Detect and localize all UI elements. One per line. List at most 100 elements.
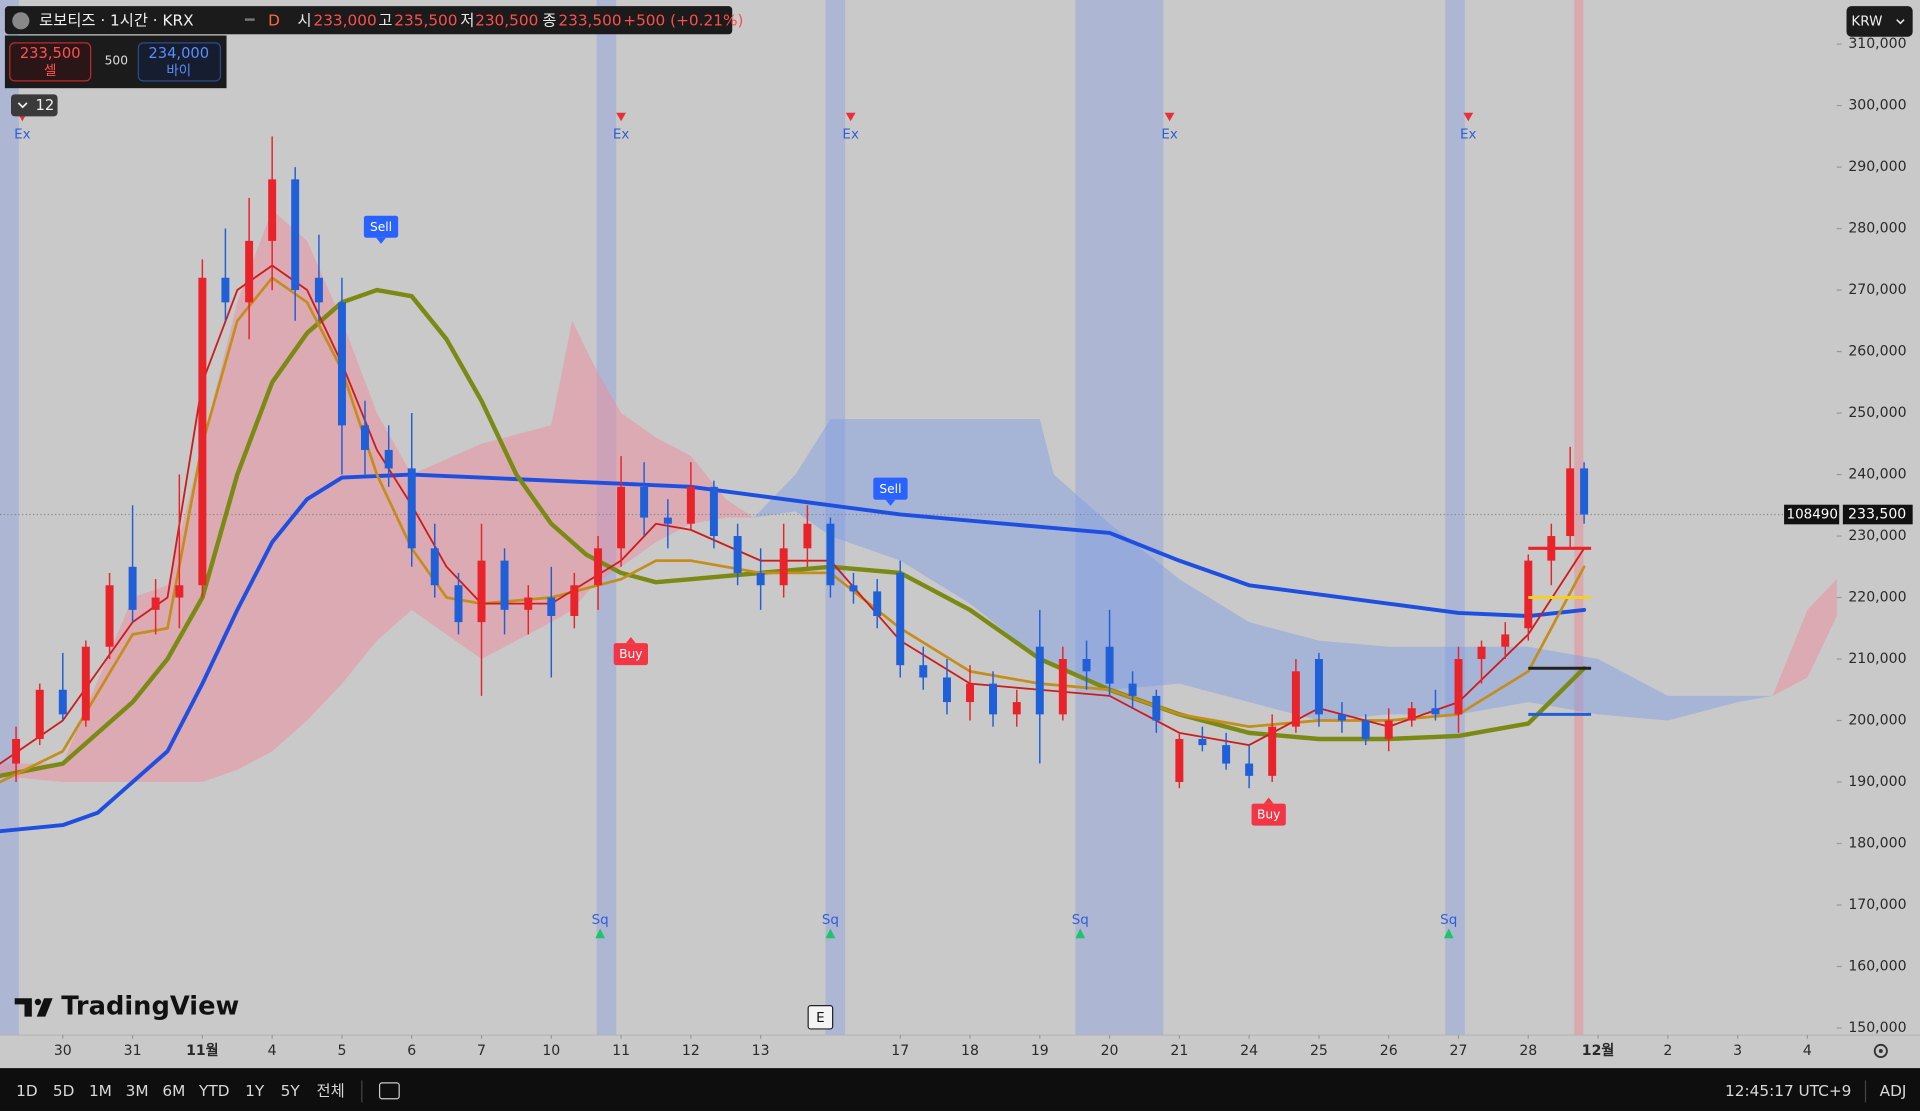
exit-marker — [616, 112, 626, 122]
range-button[interactable]: 6M — [162, 1082, 185, 1100]
x-tick-label: 12월 — [1582, 1042, 1615, 1059]
volume-tag — [1784, 504, 1840, 525]
signal-pointer — [625, 636, 636, 644]
candle-body — [454, 585, 463, 623]
plot-area: 150,000 160,000 170,000 180,000 190,000 200,0… — [0, 0, 1920, 1059]
range-button[interactable]: YTD — [198, 1082, 229, 1100]
ohlc-value: 233,000 — [313, 11, 376, 29]
signal-box — [363, 215, 399, 238]
candle-body — [314, 277, 323, 303]
range-button[interactable]: 1D — [16, 1082, 38, 1100]
y-tick-label: 300,000 — [1848, 98, 1906, 114]
candle-body — [1580, 468, 1589, 515]
event-marker[interactable] — [807, 1005, 834, 1030]
y-tick-label: 200,000 — [1848, 713, 1906, 729]
exit-label: Ex — [14, 127, 31, 143]
exit-marker — [1164, 112, 1175, 122]
candle-body — [1337, 714, 1346, 721]
candle-body — [58, 689, 67, 715]
exit-label: Ex — [613, 127, 630, 143]
candle-body — [1361, 720, 1370, 739]
y-tick-label: 180,000 — [1848, 836, 1906, 852]
x-tick-label: 5 — [337, 1043, 346, 1059]
symbol: 로보티즈 · 1시간 · KRX — [39, 11, 193, 29]
y-tick-label: 160,000 — [1848, 958, 1906, 974]
x-tick-label: 6 — [407, 1043, 416, 1059]
signal-box — [873, 477, 908, 500]
range-button[interactable]: 1M — [89, 1082, 112, 1100]
moving-average — [0, 287, 1587, 779]
candle-body — [1407, 708, 1416, 721]
y-tick-label: 190,000 — [1848, 774, 1906, 790]
adj-button[interactable]: ADJ — [1880, 1082, 1907, 1100]
candle-body — [919, 665, 928, 678]
signal-pointer — [885, 499, 896, 506]
candle-body — [1431, 708, 1440, 715]
signal-band — [1445, 0, 1465, 1036]
candle-body — [1035, 646, 1044, 715]
range-button[interactable]: 전체 — [317, 1082, 345, 1100]
squeeze-label: Sq — [1072, 912, 1089, 928]
squeeze-label: Sq — [1440, 912, 1457, 928]
sell-button[interactable] — [9, 42, 92, 82]
x-tick-label: 4 — [268, 1043, 277, 1059]
exit-label: Ex — [1161, 127, 1178, 143]
candle-body — [594, 548, 603, 586]
x-tick-label: 12 — [682, 1043, 700, 1059]
squeeze-marker — [825, 928, 836, 939]
candle-body — [268, 179, 277, 241]
range-button[interactable]: 5Y — [281, 1082, 301, 1100]
exit-label: Ex — [842, 127, 859, 143]
ohlc-label: 종 — [542, 11, 556, 29]
compare-icon[interactable] — [378, 1082, 400, 1100]
y-tick-label: 210,000 — [1848, 651, 1906, 667]
range-button[interactable]: 5D — [53, 1082, 75, 1100]
change: +500 (+0.21%) — [623, 11, 743, 29]
x-tick-label: 31 — [124, 1043, 142, 1059]
squeeze-marker — [1443, 928, 1454, 939]
buy-label: 바이 — [166, 63, 191, 79]
cloud — [0, 210, 754, 782]
candle-body — [105, 585, 114, 647]
candle-body — [966, 683, 974, 703]
currency: KRW — [1851, 13, 1882, 29]
x-tick-label: 2 — [1663, 1043, 1672, 1059]
x-tick-label: 3 — [1733, 1043, 1742, 1059]
range-button[interactable]: 1Y — [245, 1082, 265, 1100]
ohlc-label: 저 — [460, 11, 474, 29]
candle-body — [1128, 683, 1137, 696]
moving-average — [0, 276, 1586, 784]
candle-body — [360, 425, 369, 450]
cloud — [1772, 579, 1837, 696]
candle-body — [849, 585, 858, 592]
squeeze-label: Sq — [592, 912, 609, 928]
candle-body — [617, 486, 626, 549]
candle-body — [245, 240, 254, 303]
y-tick-label: 270,000 — [1848, 282, 1906, 298]
candle-body — [896, 572, 905, 666]
buy-button[interactable] — [137, 42, 222, 82]
candle-body — [291, 179, 300, 291]
toolbar — [0, 1068, 1920, 1111]
ohlc-value: 235,500 — [394, 11, 457, 29]
range-button[interactable]: 3M — [126, 1082, 149, 1100]
currency-button[interactable] — [1846, 6, 1913, 37]
candle-body — [1245, 763, 1254, 776]
candle-body — [1105, 646, 1114, 684]
candle-body — [989, 683, 998, 715]
signal-band — [1574, 0, 1584, 1036]
candle-body — [1524, 560, 1533, 629]
candle-body — [1058, 659, 1067, 715]
x-tick-label: 28 — [1519, 1043, 1537, 1059]
sell-price: 233,500 — [20, 45, 81, 62]
candle-body — [663, 517, 672, 524]
signal-label: Buy — [1257, 808, 1280, 822]
indicator-count: 12 — [36, 97, 55, 114]
buy-price: 234,000 — [148, 45, 209, 62]
settings-icon[interactable] — [1873, 1043, 1888, 1059]
y-tick-label: 290,000 — [1848, 159, 1906, 175]
indicator-toggle[interactable] — [11, 94, 58, 117]
squeeze-label: Sq — [822, 912, 839, 928]
